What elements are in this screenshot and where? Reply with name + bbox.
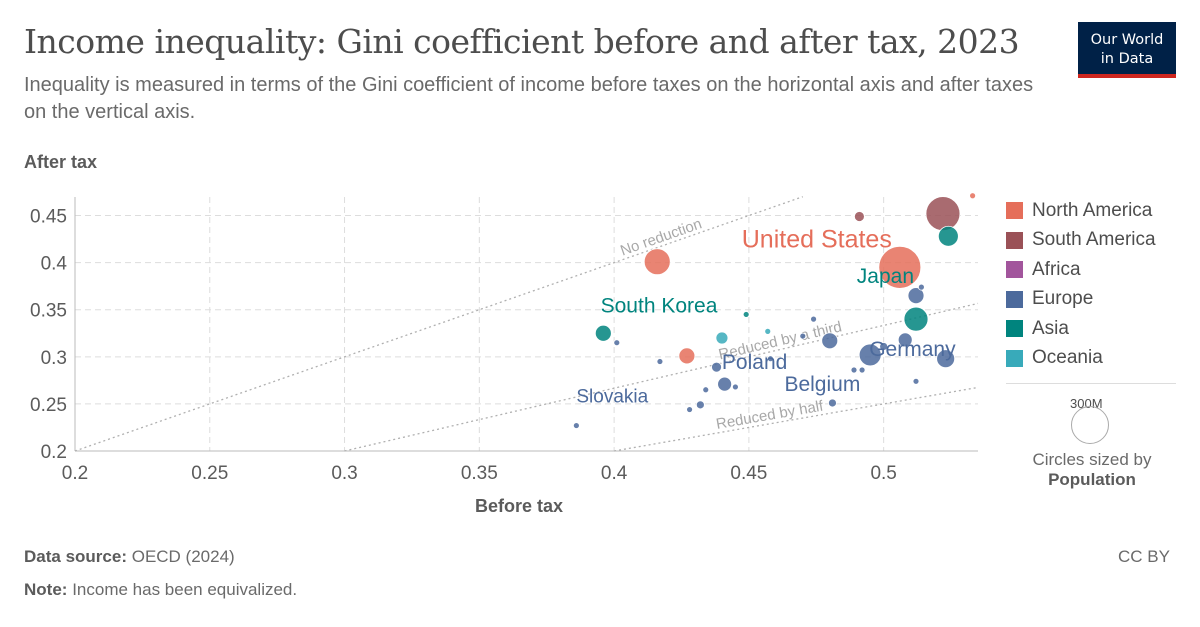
data-point — [821, 332, 839, 350]
data-point — [711, 361, 722, 373]
x-tick-label: 0.5 — [870, 463, 896, 484]
legend-item-asia[interactable]: Asia — [1006, 314, 1156, 344]
size-legend-text: Circles sized by — [1032, 450, 1152, 469]
data-source: Data source: OECD (2024) — [24, 547, 235, 567]
x-tick-label: 0.45 — [730, 463, 767, 484]
data-point — [853, 211, 865, 222]
y-tick-label: 0.2 — [41, 442, 67, 463]
data-point — [572, 422, 580, 429]
data-point — [925, 196, 961, 232]
data-point — [702, 386, 710, 394]
y-tick-label: 0.35 — [30, 301, 67, 322]
data-point — [656, 358, 664, 365]
data-point — [858, 343, 882, 367]
y-tick-label: 0.45 — [30, 207, 67, 228]
data-point — [936, 349, 956, 369]
chart-note: Note: Income has been equivalized. — [24, 580, 297, 600]
data-point — [917, 283, 925, 291]
legend-swatch — [1006, 261, 1023, 279]
data-point — [937, 225, 959, 247]
size-legend-circle — [1071, 406, 1109, 444]
data-point-label: Japan — [857, 265, 914, 288]
data-point — [764, 327, 772, 335]
chart-title: Income inequality: Gini coefficient befo… — [24, 22, 1020, 61]
data-point — [695, 400, 705, 410]
data-point — [878, 245, 922, 289]
x-tick-label: 0.4 — [601, 463, 628, 484]
data-point-label: Slovakia — [576, 387, 648, 408]
data-point — [810, 315, 817, 323]
size-legend-note: Circles sized by Population — [1012, 450, 1172, 490]
y-tick-label: 0.25 — [30, 395, 67, 416]
legend-label: North America — [1032, 199, 1153, 221]
data-point — [686, 406, 693, 413]
legend-label: Asia — [1032, 317, 1069, 339]
y-tick-label: 0.3 — [41, 348, 67, 369]
logo-line-1: Our World — [1090, 32, 1164, 48]
chart-subtitle: Inequality is measured in terms of the G… — [24, 74, 1034, 123]
legend-label: Oceania — [1032, 347, 1103, 369]
reference-line — [613, 386, 979, 452]
legend-divider — [1006, 383, 1176, 384]
y-axis-label: After tax — [24, 152, 98, 172]
reference-line — [344, 302, 979, 452]
y-tick-label: 0.4 — [41, 254, 68, 275]
data-point — [912, 377, 920, 385]
x-tick-label: 0.25 — [191, 463, 228, 484]
legend-item-africa[interactable]: Africa — [1006, 255, 1156, 285]
data-point — [613, 339, 621, 347]
note-label: Note: — [24, 580, 68, 599]
legend: North America South America Africa Europ… — [1006, 196, 1156, 373]
legend-item-europe[interactable]: Europe — [1006, 285, 1156, 315]
legend-swatch — [1006, 290, 1023, 308]
data-point — [903, 306, 929, 332]
data-point-label: Germany — [869, 338, 956, 361]
x-tick-label: 0.3 — [331, 463, 357, 484]
legend-item-north-america[interactable]: North America — [1006, 196, 1156, 226]
data-source-value[interactable]: OECD (2024) — [131, 547, 235, 566]
x-tick-label: 0.2 — [62, 463, 88, 484]
data-point-label: Poland — [722, 351, 787, 374]
data-point — [879, 342, 889, 351]
data-point — [850, 366, 858, 374]
legend-label: South America — [1032, 229, 1156, 251]
data-point — [742, 311, 750, 318]
data-point — [678, 347, 696, 365]
data-point — [715, 331, 729, 345]
legend-swatch — [1006, 231, 1023, 249]
data-point — [732, 383, 739, 391]
data-point-label: South Korea — [601, 294, 718, 317]
legend-label: Europe — [1032, 288, 1094, 310]
legend-item-south-america[interactable]: South America — [1006, 226, 1156, 256]
data-point — [907, 287, 925, 305]
data-point — [594, 324, 612, 342]
owid-logo[interactable]: Our World in Data — [1078, 22, 1176, 78]
data-point — [828, 398, 837, 408]
reference-line-label: Reduced by half — [715, 397, 826, 433]
data-point-label: Belgium — [784, 373, 860, 396]
logo-line-2: in Data — [1100, 51, 1154, 67]
license[interactable]: CC BY — [1118, 547, 1170, 566]
data-point — [717, 376, 733, 392]
data-point — [969, 192, 977, 200]
x-tick-label: 0.35 — [461, 463, 498, 484]
data-point-label: United States — [742, 225, 892, 253]
x-axis-label: Before tax — [475, 496, 564, 516]
data-source-label: Data source: — [24, 547, 127, 566]
data-point — [643, 248, 671, 276]
legend-label: Africa — [1032, 258, 1081, 280]
legend-swatch — [1006, 320, 1023, 338]
data-point — [767, 355, 774, 363]
legend-swatch — [1006, 202, 1023, 220]
note-text: Income has been equivalized. — [72, 580, 298, 599]
data-point — [858, 366, 866, 374]
legend-swatch — [1006, 349, 1023, 367]
size-legend-variable: Population — [1048, 470, 1136, 489]
scatter-plot: 0.2 0.25 0.3 0.35 0.4 0.45 0.2 0.25 0.3 0.35 0.4 0.… — [30, 192, 979, 484]
data-point — [799, 332, 807, 340]
data-point — [897, 332, 913, 348]
legend-item-oceania[interactable]: Oceania — [1006, 344, 1156, 374]
reference-line — [74, 196, 804, 452]
